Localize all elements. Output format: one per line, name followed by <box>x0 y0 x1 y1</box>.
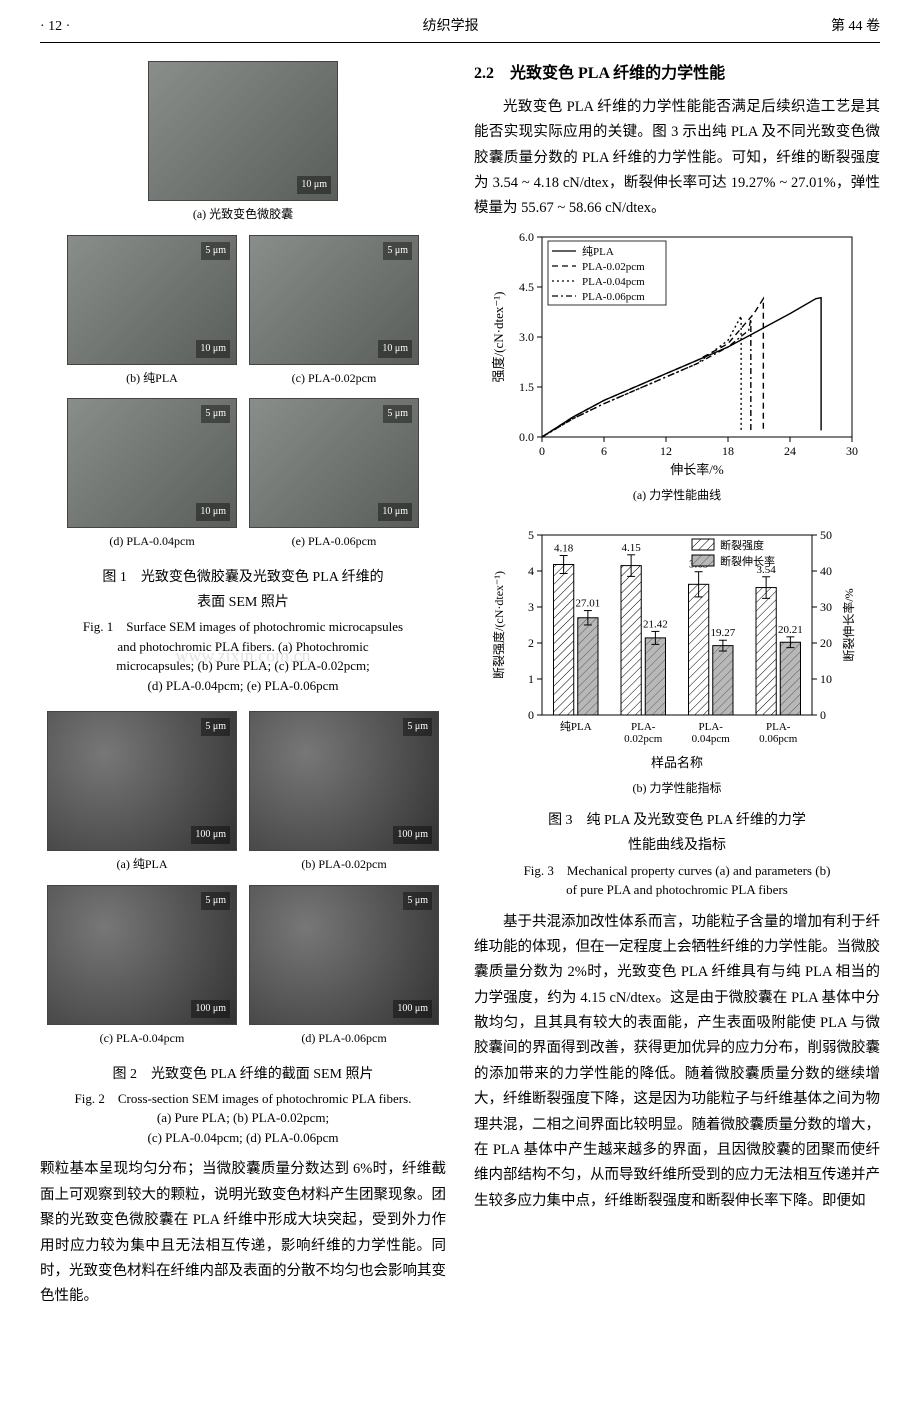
svg-text:12: 12 <box>660 444 672 458</box>
svg-text:19.27: 19.27 <box>711 627 736 639</box>
fig1-a-caption: (a) 光致变色微胶囊 <box>193 205 293 224</box>
svg-text:强度/(cN·dtex⁻¹): 强度/(cN·dtex⁻¹) <box>491 291 506 382</box>
fig2-caption-cn: 图 2 光致变色 PLA 纤维的截面 SEM 照片 <box>113 1062 374 1087</box>
svg-text:30: 30 <box>820 600 832 614</box>
svg-text:2: 2 <box>528 636 534 650</box>
svg-text:0.04pcm: 0.04pcm <box>692 733 731 745</box>
svg-text:0.0: 0.0 <box>519 430 534 444</box>
svg-text:纯PLA: 纯PLA <box>560 720 592 733</box>
fig3-caption-cn: 图 3 纯 PLA 及光致变色 PLA 纤维的力学 性能曲线及指标 <box>474 808 880 858</box>
fig1-e: 5 μm 10 μm (e) PLA-0.06pcm <box>249 398 419 561</box>
left-para: 颗粒基本呈现均匀分布；当微胶囊质量分数达到 6%时，纤维截面上可观察到较大的颗粒… <box>40 1157 446 1309</box>
svg-text:24: 24 <box>784 444 796 458</box>
svg-text:6: 6 <box>601 444 607 458</box>
fig2-d: 5 μm 100 μm (d) PLA-0.06pcm <box>249 885 439 1058</box>
svg-text:断裂伸长率/%: 断裂伸长率/% <box>841 588 856 661</box>
svg-text:0.06pcm: 0.06pcm <box>759 733 798 745</box>
svg-text:50: 50 <box>820 528 832 542</box>
sec22-p1: 光致变色 PLA 纤维的力学性能能否满足后续织造工艺是其能否实现实际应用的关键。… <box>474 95 880 222</box>
svg-text:PLA-: PLA- <box>766 721 791 733</box>
fig1-c: 5 μm 10 μm (c) PLA-0.02pcm <box>249 235 419 398</box>
sec22-p2: 基于共混添加改性体系而言，功能粒子含量的增加有利于纤维功能的体现，但在一定程度上… <box>474 910 880 1215</box>
fig1-b: 5 μm 10 μm (b) 纯PLA <box>67 235 237 398</box>
svg-text:PLA-: PLA- <box>631 721 656 733</box>
svg-text:断裂强度/(cN·dtex⁻¹): 断裂强度/(cN·dtex⁻¹) <box>491 571 506 679</box>
svg-text:21.42: 21.42 <box>643 618 668 630</box>
svg-text:6.0: 6.0 <box>519 230 534 244</box>
svg-text:0: 0 <box>528 708 534 722</box>
fig1-d: 5 μm 10 μm (d) PLA-0.04pcm <box>67 398 237 561</box>
svg-text:30: 30 <box>846 444 858 458</box>
fig2-caption-en: Fig. 2 Cross-section SEM images of photo… <box>75 1089 412 1148</box>
fig2-b: 5 μm 100 μm (b) PLA-0.02pcm <box>249 711 439 884</box>
sec22-heading: 2.2 光致变色 PLA 纤维的力学性能 <box>474 61 880 87</box>
svg-text:4.18: 4.18 <box>554 543 574 555</box>
svg-text:PLA-0.04pcm: PLA-0.04pcm <box>582 276 645 288</box>
svg-text:0: 0 <box>539 444 545 458</box>
svg-text:PLA-0.02pcm: PLA-0.02pcm <box>582 261 645 273</box>
svg-text:断裂强度: 断裂强度 <box>720 538 764 552</box>
fig2-a: 5 μm 100 μm (a) 纯PLA <box>47 711 237 884</box>
fig2-c: 5 μm 100 μm (c) PLA-0.04pcm <box>47 885 237 1058</box>
svg-text:断裂伸长率: 断裂伸长率 <box>720 554 775 568</box>
journal-name: 纺织学报 <box>423 16 479 38</box>
volume: 第 44 卷 <box>831 16 880 38</box>
svg-text:5: 5 <box>528 528 534 542</box>
svg-text:4.5: 4.5 <box>519 280 534 294</box>
fig3-caption-en: Fig. 3 Mechanical property curves (a) an… <box>474 861 880 900</box>
svg-text:18: 18 <box>722 444 734 458</box>
svg-text:10: 10 <box>820 672 832 686</box>
fig1-a: 10 μm (a) 光致变色微胶囊 <box>40 61 446 234</box>
svg-text:4: 4 <box>528 564 534 578</box>
svg-text:20: 20 <box>820 636 832 650</box>
fig3-chart-a: 0 6 12 18 24 30 0.0 1.5 3.0 4.5 6.0 伸长率/% 强度/(cN·dte… <box>487 222 867 505</box>
svg-text:3: 3 <box>528 600 534 614</box>
fig3-chart-b: 012345010203040504.1827.01纯PLA4.1521.42P… <box>487 515 867 798</box>
svg-text:纯PLA: 纯PLA <box>582 245 614 258</box>
fig1-caption-en: Fig. 1 Surface SEM images of photochromi… <box>83 617 403 695</box>
svg-text:PLA-: PLA- <box>699 721 724 733</box>
svg-text:27.01: 27.01 <box>576 598 601 610</box>
page-number: · 12 · <box>40 16 70 38</box>
svg-text:1.5: 1.5 <box>519 380 534 394</box>
svg-text:0.02pcm: 0.02pcm <box>624 733 663 745</box>
svg-text:伸长率/%: 伸长率/% <box>670 462 724 477</box>
svg-text:40: 40 <box>820 564 832 578</box>
svg-text:3.0: 3.0 <box>519 330 534 344</box>
svg-text:4.15: 4.15 <box>622 542 642 554</box>
svg-text:样品名称: 样品名称 <box>651 755 703 770</box>
svg-text:1: 1 <box>528 672 534 686</box>
fig1-caption-cn: 图 1 光致变色微胶囊及光致变色 PLA 纤维的 表面 SEM 照片 <box>102 565 383 615</box>
fig1-a-scale: 10 μm <box>297 176 331 194</box>
svg-text:20.21: 20.21 <box>778 624 803 636</box>
page-header: · 12 · 纺织学报 第 44 卷 <box>40 16 880 43</box>
svg-text:PLA-0.06pcm: PLA-0.06pcm <box>582 291 645 303</box>
svg-text:0: 0 <box>820 708 826 722</box>
